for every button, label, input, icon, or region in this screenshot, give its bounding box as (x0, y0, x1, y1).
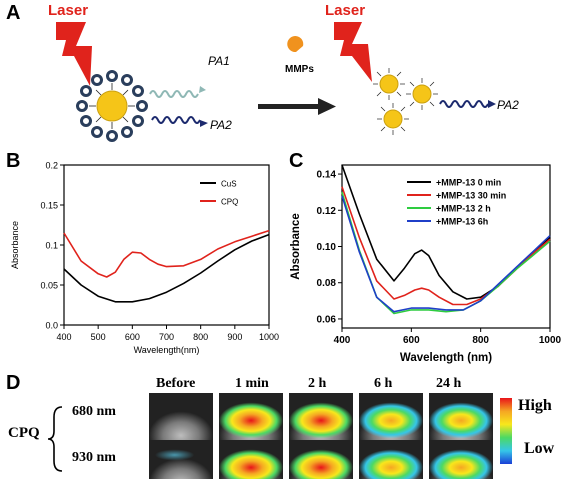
y-tick-label: 0.1 (45, 241, 58, 251)
chart-b: 400 500 600 700 800 900 1000 0.0 0.05 0.1 0.15 0.2 W… (10, 161, 279, 356)
pa-image-tile (149, 393, 213, 443)
series-line (341, 195, 551, 313)
chart-c: 400 600 800 1000 0.06 0.08 0.10 0.12 0.14 Wavelen… (290, 164, 562, 364)
y-tick-label: 0.0 (45, 321, 58, 331)
pa-image-tile (359, 393, 423, 443)
col-2h: 2 h (308, 376, 327, 391)
plot-frame (341, 164, 551, 329)
legend-label: +MMP-13 2 h (436, 204, 491, 214)
pa-image-tile (149, 440, 213, 479)
mmps-label: MMPs (285, 64, 314, 75)
plot-frame (63, 164, 270, 326)
x-tick-label: 400 (56, 332, 71, 342)
x-tick-label: 600 (125, 332, 140, 342)
pa2-label-right: PA2 (497, 98, 519, 112)
pa-image-tile (289, 440, 353, 479)
pa-image-tile (429, 393, 493, 443)
legend-label: CuS (221, 180, 237, 189)
brace-icon (47, 406, 63, 472)
color-scale-bar (500, 398, 512, 464)
x-axis-label: Wavelength (nm) (400, 352, 492, 364)
mmp-enzyme-icon (287, 36, 304, 53)
legend-label: CPQ (221, 198, 238, 207)
pa-image-tile (289, 393, 353, 443)
y-tick-label: 0.05 (40, 281, 58, 291)
y-axis-label: Absorbance (290, 213, 302, 279)
pa2-label-left: PA2 (210, 118, 232, 132)
x-tick-label: 600 (403, 335, 420, 346)
laser-label-right: Laser (325, 2, 366, 19)
panel-b-letter: B (6, 150, 21, 172)
legend-label: +MMP-13 0 min (436, 178, 501, 188)
pa1-wave (149, 90, 199, 98)
laser-bolt-left (56, 22, 92, 86)
y-axis-label: Absorbance (10, 221, 20, 269)
pa-image-tile (429, 440, 493, 479)
released-particles (379, 74, 432, 129)
x-tick-label: 700 (159, 332, 174, 342)
y-tick-label: 0.08 (317, 278, 337, 289)
y-tick-label: 0.2 (45, 161, 58, 171)
scale-high-label: High (518, 397, 552, 414)
laser-bolt-right (334, 22, 372, 82)
nanoparticle-cpq (76, 70, 148, 142)
x-tick-label: 400 (334, 335, 351, 346)
col-6h: 6 h (374, 376, 393, 391)
x-tick-label: 1000 (259, 332, 279, 342)
pa1-label: PA1 (208, 54, 230, 68)
scale-low-label: Low (524, 440, 555, 457)
pa-image-tile (219, 393, 283, 443)
panel-c-letter: C (289, 150, 304, 172)
x-tick-label: 800 (193, 332, 208, 342)
y-tick-label: 0.14 (317, 170, 337, 181)
pa-image-tile (219, 440, 283, 479)
pa2-wave-right (439, 100, 489, 108)
y-tick-label: 0.10 (317, 242, 337, 253)
laser-label-left: Laser (48, 2, 89, 19)
reaction-arrow (258, 98, 336, 115)
pa-image-tile (359, 440, 423, 479)
y-tick-label: 0.06 (317, 314, 337, 325)
series-line (63, 229, 270, 278)
pa2-wave-left (151, 116, 201, 124)
y-tick-label: 0.12 (317, 206, 337, 217)
y-tick-label: 0.15 (40, 201, 58, 211)
x-tick-label: 800 (472, 335, 489, 346)
col-24h: 24 h (436, 376, 462, 391)
row-930nm: 930 nm (72, 450, 116, 465)
panel-a-letter: A (6, 2, 21, 24)
x-axis-label: Wavelength(nm) (134, 345, 200, 355)
col-1min: 1 min (235, 376, 269, 391)
legend-label: +MMP-13 6h (436, 217, 488, 227)
col-before: Before (156, 376, 196, 391)
x-tick-label: 500 (91, 332, 106, 342)
panel-d-letter: D (6, 372, 21, 394)
x-tick-label: 1000 (539, 335, 562, 346)
panel-a-schematic (56, 22, 496, 142)
legend-label: +MMP-13 30 min (436, 191, 506, 201)
row-680nm: 680 nm (72, 404, 116, 419)
x-tick-label: 900 (227, 332, 242, 342)
sample-label: CPQ (8, 425, 40, 441)
series-line (63, 233, 270, 303)
